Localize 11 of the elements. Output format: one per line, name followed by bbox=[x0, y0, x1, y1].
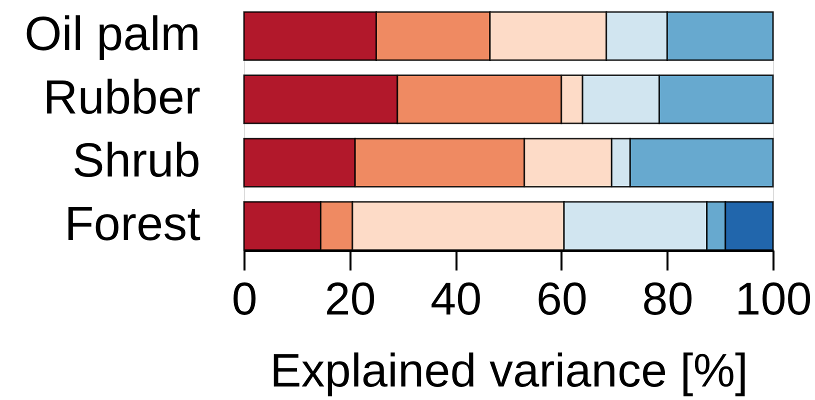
y-tick-label: Forest bbox=[64, 198, 200, 251]
x-tick-label: 80 bbox=[642, 272, 694, 324]
y-tick-label: Oil palm bbox=[24, 8, 200, 62]
y-tick-label: Rubber bbox=[43, 71, 201, 124]
x-tick-label: 100 bbox=[735, 272, 812, 324]
x-tick-label: 20 bbox=[324, 272, 376, 324]
x-tick-label: 60 bbox=[536, 272, 588, 324]
x-axis-title: Explained variance [%] bbox=[270, 344, 748, 396]
x-tick-label: 40 bbox=[430, 272, 482, 324]
y-tick-label: Shrub bbox=[72, 134, 200, 188]
x-tick-label: 0 bbox=[232, 272, 258, 324]
